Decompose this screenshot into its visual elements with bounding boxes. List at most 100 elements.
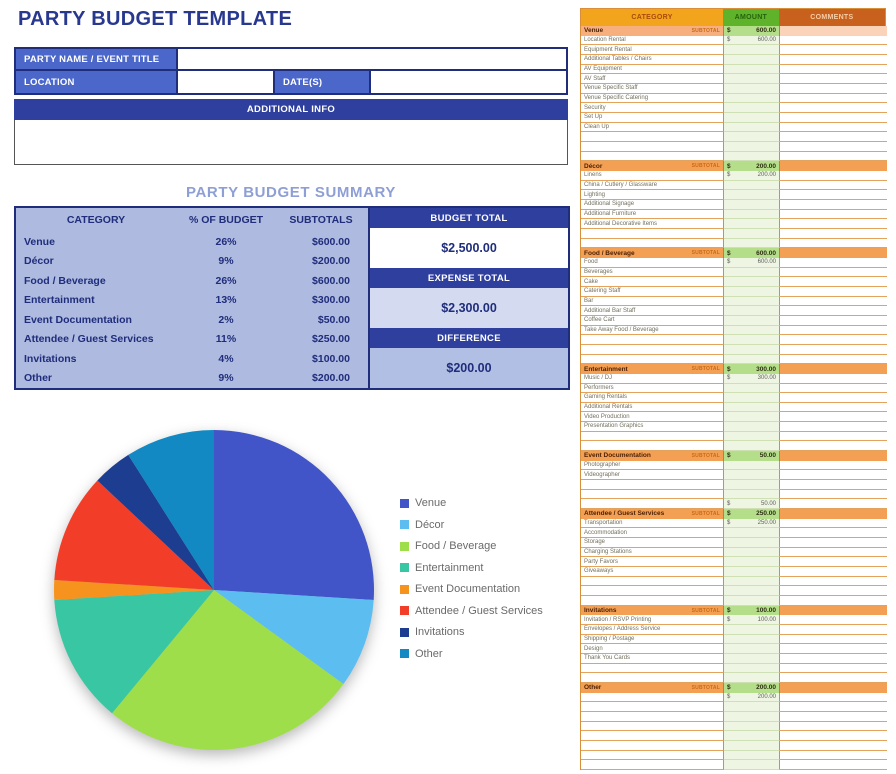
item-comment-cell[interactable] bbox=[780, 151, 887, 162]
item-amount-cell[interactable] bbox=[724, 576, 780, 587]
item-comment-cell[interactable] bbox=[780, 567, 887, 577]
item-comment-cell[interactable] bbox=[780, 199, 887, 210]
item-label-cell[interactable]: Presentation Graphics bbox=[581, 422, 724, 432]
section-comment-cell[interactable] bbox=[780, 161, 887, 171]
item-label-cell[interactable] bbox=[581, 673, 724, 684]
item-amount-cell[interactable] bbox=[724, 441, 780, 452]
item-label-cell[interactable] bbox=[581, 228, 724, 239]
item-label-cell[interactable]: Video Production bbox=[581, 412, 724, 423]
item-amount-cell[interactable] bbox=[724, 663, 780, 674]
item-comment-cell[interactable] bbox=[780, 219, 887, 229]
item-label-cell[interactable] bbox=[581, 692, 724, 703]
item-amount-cell[interactable] bbox=[724, 470, 780, 481]
item-comment-cell[interactable] bbox=[780, 538, 887, 548]
party-name-field[interactable] bbox=[178, 49, 566, 69]
item-comment-cell[interactable] bbox=[780, 286, 887, 297]
item-label-cell[interactable] bbox=[581, 335, 724, 345]
item-amount-cell[interactable] bbox=[724, 596, 780, 606]
item-amount-cell[interactable] bbox=[724, 122, 780, 133]
item-label-cell[interactable]: Giveaways bbox=[581, 567, 724, 577]
item-comment-cell[interactable] bbox=[780, 692, 887, 703]
item-amount-cell[interactable] bbox=[724, 74, 780, 84]
item-comment-cell[interactable] bbox=[780, 663, 887, 674]
item-comment-cell[interactable] bbox=[780, 354, 887, 365]
item-amount-cell[interactable]: $100.00 bbox=[724, 615, 780, 626]
item-comment-cell[interactable] bbox=[780, 335, 887, 345]
item-amount-cell[interactable] bbox=[724, 422, 780, 432]
item-amount-cell[interactable] bbox=[724, 296, 780, 307]
item-comment-cell[interactable] bbox=[780, 64, 887, 75]
budget-total-value[interactable]: $2,500.00 bbox=[370, 228, 568, 268]
item-label-cell[interactable]: AV Staff bbox=[581, 74, 724, 84]
item-comment-cell[interactable] bbox=[780, 557, 887, 568]
item-label-cell[interactable]: Videographer bbox=[581, 470, 724, 481]
item-amount-cell[interactable] bbox=[724, 315, 780, 326]
item-label-cell[interactable]: Venue Specific Staff bbox=[581, 83, 724, 94]
item-amount-cell[interactable] bbox=[724, 45, 780, 55]
item-comment-cell[interactable] bbox=[780, 499, 887, 510]
item-amount-cell[interactable] bbox=[724, 634, 780, 645]
item-label-cell[interactable]: Clean Up bbox=[581, 122, 724, 133]
item-amount-cell[interactable] bbox=[724, 54, 780, 65]
item-label-cell[interactable]: Storage bbox=[581, 538, 724, 548]
item-comment-cell[interactable] bbox=[780, 257, 887, 268]
item-comment-cell[interactable] bbox=[780, 460, 887, 471]
section-comment-cell[interactable] bbox=[780, 451, 887, 461]
item-amount-cell[interactable] bbox=[724, 721, 780, 732]
item-label-cell[interactable]: Bar bbox=[581, 296, 724, 307]
item-comment-cell[interactable] bbox=[780, 132, 887, 142]
item-label-cell[interactable] bbox=[581, 489, 724, 500]
item-label-cell[interactable]: Design bbox=[581, 644, 724, 655]
item-amount-cell[interactable] bbox=[724, 480, 780, 490]
item-amount-cell[interactable] bbox=[724, 190, 780, 200]
item-label-cell[interactable]: Invitation / RSVP Printing bbox=[581, 615, 724, 626]
item-amount-cell[interactable] bbox=[724, 219, 780, 229]
item-amount-cell[interactable] bbox=[724, 625, 780, 635]
item-label-cell[interactable] bbox=[581, 238, 724, 249]
location-field[interactable] bbox=[178, 71, 275, 93]
item-label-cell[interactable]: Envelopes / Address Service bbox=[581, 625, 724, 635]
item-comment-cell[interactable] bbox=[780, 267, 887, 278]
item-amount-cell[interactable] bbox=[724, 199, 780, 210]
item-comment-cell[interactable] bbox=[780, 228, 887, 239]
item-amount-cell[interactable] bbox=[724, 431, 780, 442]
item-label-cell[interactable]: Additional Decorative Items bbox=[581, 219, 724, 229]
item-label-cell[interactable]: Set Up bbox=[581, 112, 724, 123]
item-amount-cell[interactable] bbox=[724, 393, 780, 403]
item-label-cell[interactable]: Beverages bbox=[581, 267, 724, 278]
item-amount-cell[interactable] bbox=[724, 750, 780, 761]
item-comment-cell[interactable] bbox=[780, 596, 887, 606]
item-comment-cell[interactable] bbox=[780, 344, 887, 355]
item-label-cell[interactable] bbox=[581, 702, 724, 713]
item-label-cell[interactable]: Linens bbox=[581, 170, 724, 181]
item-amount-cell[interactable] bbox=[724, 335, 780, 345]
item-comment-cell[interactable] bbox=[780, 712, 887, 722]
section-comment-cell[interactable] bbox=[780, 605, 887, 616]
item-amount-cell[interactable] bbox=[724, 547, 780, 558]
item-label-cell[interactable]: Accommodation bbox=[581, 528, 724, 539]
item-amount-cell[interactable]: $300.00 bbox=[724, 373, 780, 384]
item-comment-cell[interactable] bbox=[780, 277, 887, 287]
item-comment-cell[interactable] bbox=[780, 296, 887, 307]
item-amount-cell[interactable] bbox=[724, 712, 780, 722]
item-label-cell[interactable] bbox=[581, 344, 724, 355]
section-comment-cell[interactable] bbox=[780, 364, 887, 374]
item-label-cell[interactable]: Transportation bbox=[581, 518, 724, 529]
item-label-cell[interactable] bbox=[581, 141, 724, 152]
item-label-cell[interactable]: China / Cutlery / Glassware bbox=[581, 180, 724, 191]
item-label-cell[interactable]: Venue Specific Catering bbox=[581, 93, 724, 104]
item-amount-cell[interactable] bbox=[724, 557, 780, 568]
item-comment-cell[interactable] bbox=[780, 673, 887, 684]
item-comment-cell[interactable] bbox=[780, 489, 887, 500]
item-amount-cell[interactable] bbox=[724, 180, 780, 191]
item-comment-cell[interactable] bbox=[780, 122, 887, 133]
item-amount-cell[interactable] bbox=[724, 306, 780, 316]
item-amount-cell[interactable] bbox=[724, 112, 780, 123]
item-comment-cell[interactable] bbox=[780, 518, 887, 529]
item-label-cell[interactable]: Food bbox=[581, 257, 724, 268]
item-comment-cell[interactable] bbox=[780, 315, 887, 326]
item-comment-cell[interactable] bbox=[780, 83, 887, 94]
item-comment-cell[interactable] bbox=[780, 74, 887, 84]
item-label-cell[interactable]: Cake bbox=[581, 277, 724, 287]
item-amount-cell[interactable] bbox=[724, 412, 780, 423]
